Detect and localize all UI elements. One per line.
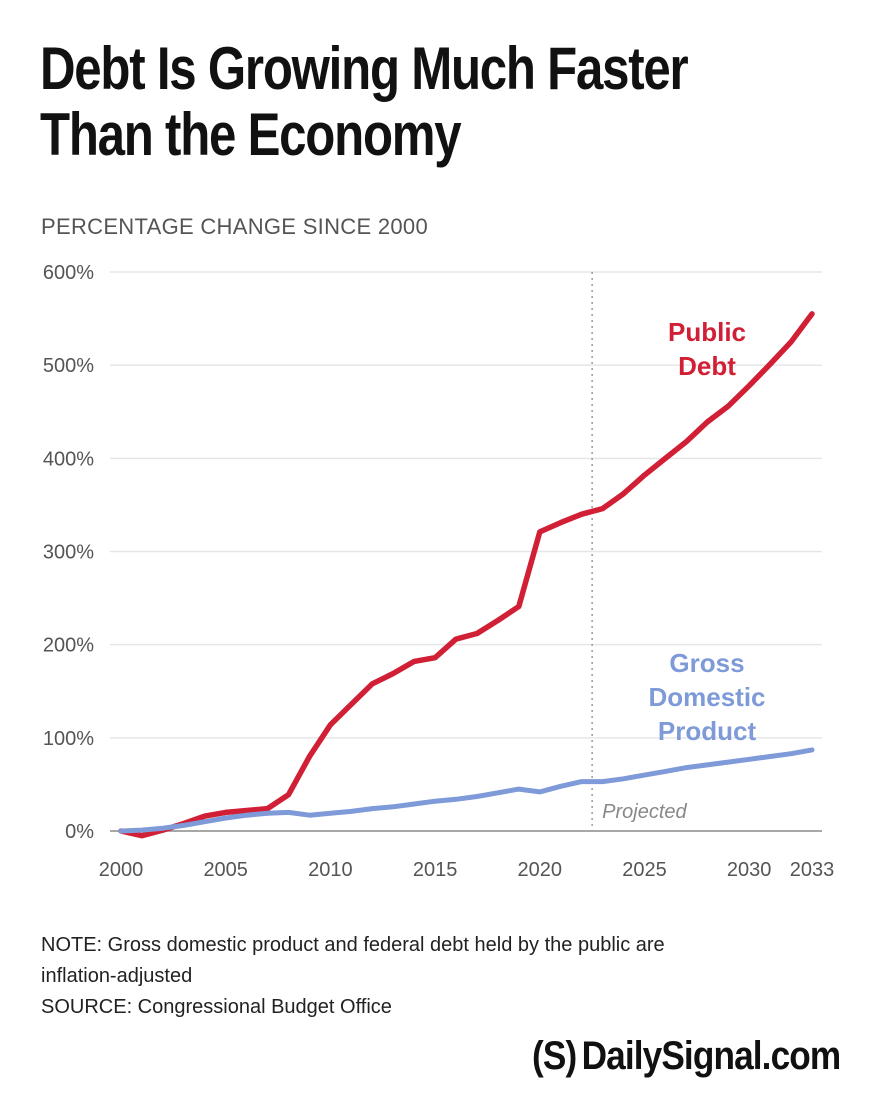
y-tick-label: 500% [43,355,94,377]
series-line-gdp [118,747,815,834]
daily-signal-logo[interactable]: (S) DailySignal.com [531,1034,841,1079]
projected-label: Projected [602,801,687,823]
source-line: SOURCE: Congressional Budget Office [41,996,392,1018]
series-label-gdp: Product [658,716,757,746]
brand-name: DailySignal.com [581,1034,841,1078]
series-line-public-debt [118,311,815,839]
chart-title-line-1: Debt Is Growing Much Faster [40,35,689,102]
y-tick-label: 100% [43,728,94,750]
chart-title: Debt Is Growing Much Faster Than the Eco… [40,36,696,168]
series-label-public-debt: Debt [678,351,736,381]
y-tick-label: 200% [43,635,94,657]
series-label-gdp: Domestic [648,682,765,712]
chart-subtitle: PERCENTAGE CHANGE SINCE 2000 [41,214,428,239]
y-tick-label: 0% [65,821,94,843]
x-tick-label: 2020 [518,859,563,881]
y-tick-label: 300% [43,542,94,564]
series-label-gdp: Gross [669,648,744,678]
note-line: NOTE: Gross domestic product and federal… [41,934,665,956]
y-tick-label: 400% [43,448,94,470]
x-tick-label: 2033 [790,859,835,881]
signal-s-icon: (S) [531,1034,577,1078]
x-tick-label: 2000 [99,859,144,881]
chart-title-line-2: Than the Economy [40,101,462,168]
x-tick-label: 2030 [727,859,772,881]
x-tick-label: 2005 [203,859,248,881]
line-chart: 0% 100% 200% 300% 400% 500% 600% 2000 2005 2010 20… [43,262,835,881]
x-tick-label: 2010 [308,859,353,881]
y-tick-label: 600% [43,262,94,284]
note-line: inflation-adjusted [41,965,193,987]
series-label-public-debt: Public [668,317,746,347]
chart-note: NOTE: Gross domestic product and federal… [41,930,821,1023]
x-tick-label: 2015 [413,859,458,881]
x-tick-label: 2025 [622,859,667,881]
